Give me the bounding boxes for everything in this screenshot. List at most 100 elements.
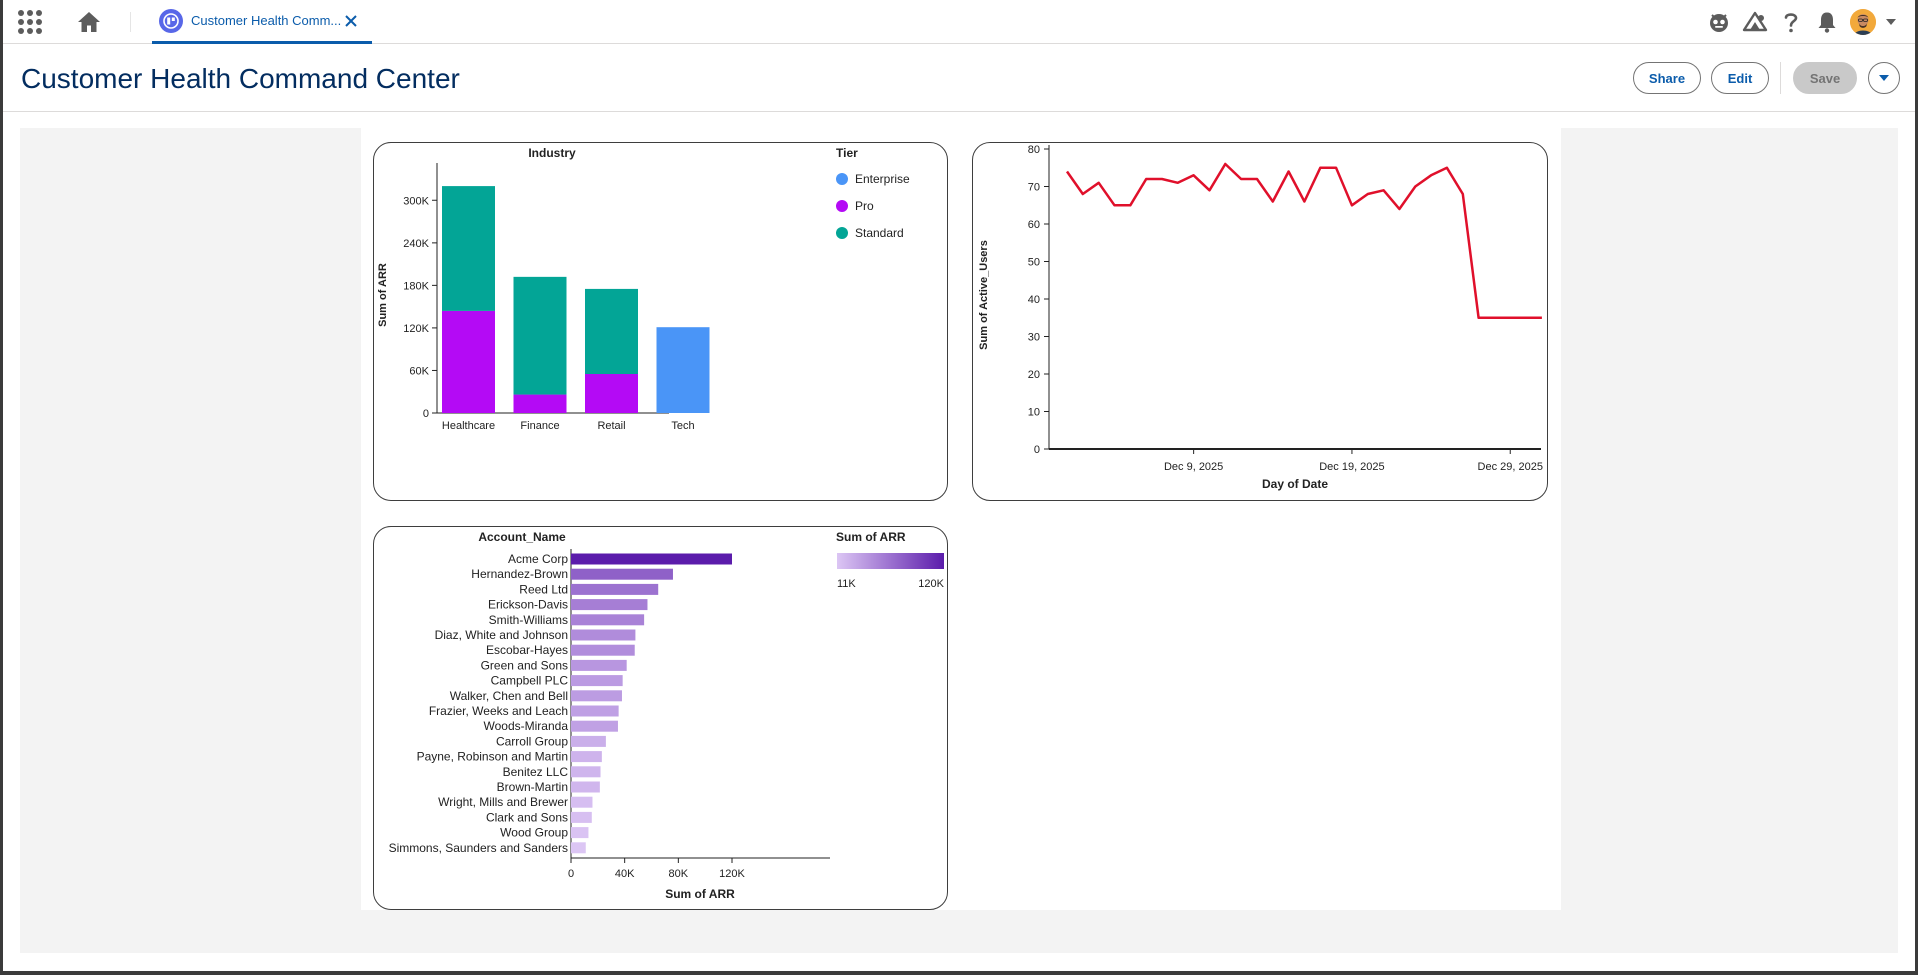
y-tick-label: 180K [403,280,429,292]
divider [130,12,131,32]
bar [571,599,648,611]
series-line-active-users [1065,162,1542,320]
bar [571,675,623,687]
home-icon[interactable] [75,8,103,36]
y-tick-label: Escobar-Hayes [486,643,568,657]
y-tick-label: Green and Sons [481,658,568,672]
legend-label: Enterprise [855,172,910,186]
y-tick-label: 70 [1028,182,1040,194]
color-legend-max-label: 120K [918,578,944,590]
account-arr-chart-card[interactable]: Account_Name Acme Corp Hernandez-Brown Reed… [373,526,948,910]
y-tick-label: 80 [1028,144,1040,156]
bar [571,735,606,747]
bar [571,614,645,626]
bar [571,751,602,763]
y-axis-title: Sum of Active_Users [978,240,990,350]
y-tick-label: Brown-Martin [497,780,568,794]
user-avatar[interactable] [1849,8,1877,36]
x-tick-label: 40K [615,868,635,880]
bar [571,644,635,656]
avatar [1850,9,1876,35]
y-tick-label: Acme Corp [508,552,568,566]
x-tick-label: Tech [671,420,694,432]
close-icon[interactable] [342,12,360,30]
x-tick-label: 80K [669,868,689,880]
x-tick-label: 0 [568,868,574,880]
x-tick-label: Healthcare [442,420,495,432]
bar-segment-pro [513,394,567,413]
bar-segment-standard [442,186,495,311]
y-tick-label: Payne, Robinson and Martin [417,750,568,764]
bell-icon[interactable] [1813,8,1841,36]
active-users-chart: Sum of Active_Users 0 10 20 30 40 50 60 70 80 Dec … [978,144,1543,491]
y-tick-label: Clark and Sons [486,810,568,824]
bar [571,568,673,580]
chart-title: Account_Name [478,530,566,544]
legend-title: Sum of ARR [836,530,906,544]
y-tick-label: Simmons, Saunders and Sanders [389,841,568,855]
share-button[interactable]: Share [1633,62,1701,94]
waffle-icon[interactable] [17,9,43,35]
bar [571,827,589,839]
bar [571,781,600,793]
bar-segment-pro [585,374,638,413]
edit-button[interactable]: Edit [1711,62,1769,94]
bar [571,705,619,717]
account-arr-chart: Account_Name Acme CorpHernandez-BrownReed… [389,530,945,901]
industry-arr-chart-card[interactable]: Industry Sum of ARR 0 60K 120K 180K 240K 300K He… [373,142,948,501]
y-tick-label: Diaz, White and Johnson [435,628,568,642]
y-tick-label: Benitez LLC [503,765,569,779]
y-tick-label: Woods-Miranda [484,719,569,733]
y-tick-label: Walker, Chen and Bell [450,689,568,703]
y-tick-label: 30 [1028,332,1040,344]
page-header: Customer Health Command Center Share Edi… [3,44,1915,112]
bar-segment-standard [513,276,567,395]
x-tick-label: Dec 9, 2025 [1164,461,1223,473]
bar [571,553,732,565]
trailhead-icon[interactable] [1741,8,1769,36]
save-button[interactable]: Save [1793,62,1857,94]
y-tick-label: 240K [403,238,429,250]
x-tick-label: Retail [597,420,625,432]
bar [571,690,622,702]
y-tick-label: 40 [1028,294,1040,306]
chevron-down-icon[interactable] [1885,17,1897,27]
page-title: Customer Health Command Center [21,63,460,94]
chevron-down-icon [1879,75,1889,81]
tab-label: Customer Health Comm... [191,13,341,28]
y-tick-label: Erickson-Davis [488,598,568,612]
legend-title: Tier [836,146,858,160]
y-axis-title: Sum of ARR [377,263,389,327]
y-tick-label: 50 [1028,257,1040,269]
y-tick-label: 300K [403,195,429,207]
help-icon[interactable] [1777,8,1805,36]
y-tick-label: Carroll Group [496,734,568,748]
bar [571,629,636,641]
bar-segment-pro [442,310,495,413]
x-tick-label: Finance [520,420,559,432]
divider [1780,62,1781,94]
legend-label: Standard [855,226,904,240]
bar [571,842,586,854]
tab-customer-health[interactable]: Customer Health Comm... [152,0,372,44]
y-tick-label: 20 [1028,369,1040,381]
y-tick-label: Wood Group [500,826,568,840]
y-tick-label: 10 [1028,407,1040,419]
bar [571,811,592,823]
y-tick-label: 0 [1034,444,1040,456]
x-tick-label: Dec 19, 2025 [1319,461,1384,473]
color-legend-min-label: 11K [837,578,856,590]
bar [571,766,601,778]
legend-swatch [836,173,848,185]
app-window: Customer Health Comm... [3,0,1915,971]
more-actions-button[interactable] [1868,62,1900,94]
legend-swatch [836,227,848,239]
x-tick-label: 120K [719,868,745,880]
bar-segment-enterprise [656,327,710,413]
y-tick-label: 120K [403,323,429,335]
y-tick-label: 60 [1028,219,1040,231]
active-users-chart-card[interactable]: Sum of Active_Users 0 10 20 30 40 50 60 70 80 Dec … [972,142,1548,501]
header-utilities [1705,6,1897,38]
agent-icon[interactable] [1705,8,1733,36]
x-axis-title: Sum of ARR [665,887,735,901]
